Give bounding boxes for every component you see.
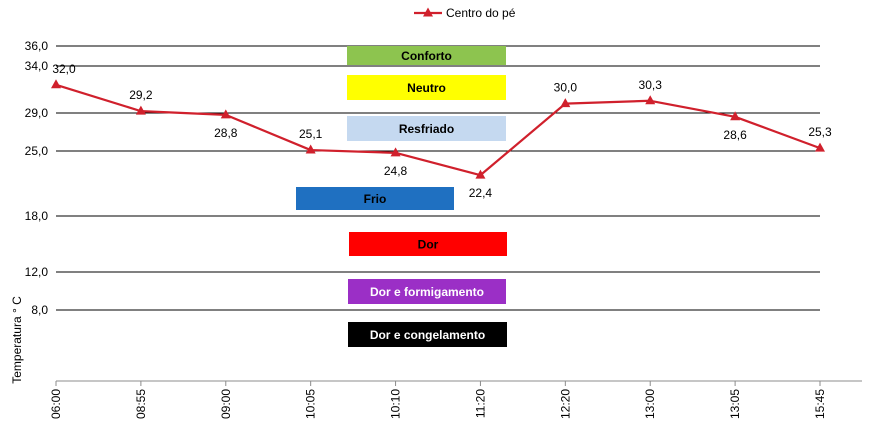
x-tick-label: 13:05 xyxy=(728,389,742,419)
y-tick-label: 18,0 xyxy=(25,209,49,223)
data-label: 28,6 xyxy=(723,128,747,142)
data-label: 25,1 xyxy=(299,127,323,141)
x-tick-label: 10:05 xyxy=(304,389,318,419)
data-point xyxy=(51,79,61,89)
data-point xyxy=(560,98,571,108)
data-label: 30,0 xyxy=(554,81,578,95)
y-tick-label: 29,0 xyxy=(25,106,49,120)
x-tick-label: 13:00 xyxy=(643,389,657,419)
x-tick-label: 11:20 xyxy=(473,389,487,418)
legend-swatch-marker xyxy=(423,7,433,17)
data-point xyxy=(475,169,486,179)
x-tick-label: 12:20 xyxy=(558,389,572,419)
data-label: 30,3 xyxy=(639,78,663,92)
y-axis-title: Temperatura ° C xyxy=(10,296,24,384)
y-tick-label: 36,0 xyxy=(25,39,49,53)
band-label: Frio xyxy=(364,192,387,206)
band-label: Dor e congelamento xyxy=(370,328,485,342)
band-conforto xyxy=(347,46,506,65)
band-label: Conforto xyxy=(401,49,452,63)
x-tick-label: 06:00 xyxy=(49,389,63,419)
data-point xyxy=(135,105,146,115)
band-dor-e-congelamento xyxy=(348,322,507,347)
x-tick-label: 10:10 xyxy=(389,389,403,419)
band-neutro xyxy=(347,75,506,100)
y-tick-label: 8,0 xyxy=(31,303,48,317)
x-tick-label: 08:55 xyxy=(134,389,148,419)
band-label: Resfriado xyxy=(399,122,454,136)
data-label: 25,3 xyxy=(808,125,832,139)
y-tick-label: 25,0 xyxy=(25,144,49,158)
legend-label: Centro do pé xyxy=(446,6,516,20)
y-tick-label: 12,0 xyxy=(25,265,49,279)
data-label: 29,2 xyxy=(129,88,153,102)
data-label: 28,8 xyxy=(214,126,238,140)
band-dor-e-formigamento xyxy=(348,279,506,304)
band-frio xyxy=(296,187,454,210)
band-dor xyxy=(349,232,507,256)
series-line xyxy=(55,83,821,177)
data-point xyxy=(220,109,231,119)
data-point xyxy=(390,147,401,157)
data-label: 22,4 xyxy=(469,186,493,200)
band-resfriado xyxy=(347,116,506,141)
x-tick-label: 09:00 xyxy=(219,389,233,419)
data-label: 24,8 xyxy=(384,164,408,178)
data-point xyxy=(730,111,741,121)
band-label: Neutro xyxy=(407,81,446,95)
band-label: Dor xyxy=(418,238,439,252)
band-label: Dor e formigamento xyxy=(370,285,484,299)
data-point xyxy=(305,144,316,154)
data-point xyxy=(815,142,825,152)
x-tick-label: 15:45 xyxy=(813,389,827,419)
data-label: 32,0 xyxy=(52,62,76,76)
data-point xyxy=(645,95,656,105)
y-tick-label: 34,0 xyxy=(25,59,49,73)
